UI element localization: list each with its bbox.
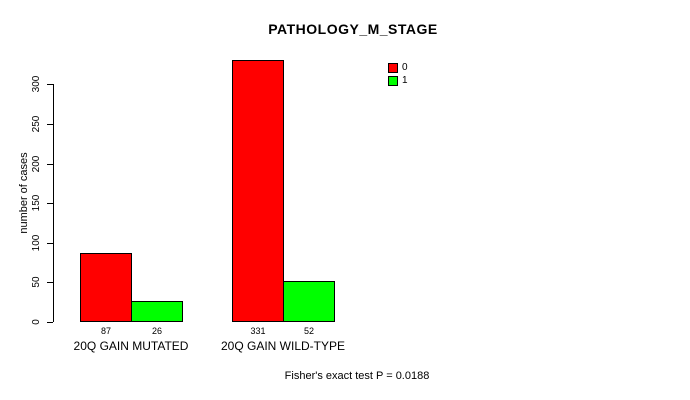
legend-item-0: 0	[388, 62, 408, 73]
y-tick-mark	[47, 124, 53, 125]
bar-0-20q-gain-mutated	[80, 253, 132, 322]
bar-1-20q-gain-mutated	[131, 301, 183, 322]
y-axis-label: number of cases	[18, 152, 30, 234]
bar-value-label: 331	[250, 326, 266, 336]
bar-1-20q-gain-wild-type	[283, 281, 335, 322]
fisher-test-annotation: Fisher's exact test P = 0.0188	[284, 370, 430, 382]
y-tick-mark	[47, 203, 53, 204]
bar-value-label: 87	[100, 326, 111, 336]
legend: 0 1	[388, 62, 408, 88]
bar-value-label: 26	[151, 326, 162, 336]
y-tick-mark	[47, 164, 53, 165]
category-label: 20Q GAIN MUTATED	[73, 339, 189, 353]
category-label: 20Q GAIN WILD-TYPE	[220, 339, 346, 353]
y-tick-mark	[47, 243, 53, 244]
y-tick-mark	[47, 322, 53, 323]
legend-swatch-green	[388, 75, 398, 86]
chart-title: PATHOLOGY_M_STAGE	[268, 21, 438, 37]
legend-label-1: 1	[402, 75, 408, 86]
legend-swatch-red	[388, 62, 398, 73]
legend-label-0: 0	[402, 62, 408, 73]
y-tick-label: 300	[31, 75, 42, 93]
legend-item-1: 1	[388, 75, 408, 86]
y-axis-line	[53, 84, 54, 322]
bar-0-20q-gain-wild-type	[232, 60, 284, 322]
bar-value-label: 52	[303, 326, 314, 336]
y-tick-mark	[47, 84, 53, 85]
y-tick-mark	[47, 282, 53, 283]
